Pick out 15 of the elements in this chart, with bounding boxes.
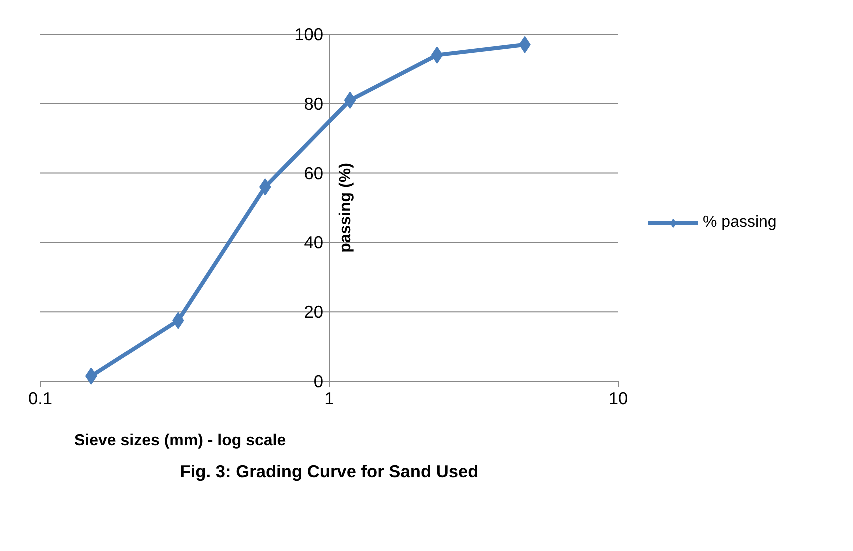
x-tick-label: 1 [324,388,334,408]
point [431,46,444,64]
y-tick-label: 60 [304,163,324,184]
y-tick-label: 0 [314,372,324,392]
y-tick-label: 100 [294,24,324,44]
x-tick-label: 0.1 [28,388,53,408]
legend-label: % passing [703,214,777,232]
y-tick-label: 40 [304,232,324,253]
y-tick-label: 20 [304,302,324,322]
x-axis-title: Sieve sizes (mm) - log scale [74,432,286,450]
text: Fig. 3: Grading Curve for Sand Used [180,462,479,482]
point [344,92,356,109]
y-tick-label: 80 [304,94,324,114]
y-axis-title: passing (%) [338,163,354,253]
x-tick-label: 10 [608,388,628,408]
